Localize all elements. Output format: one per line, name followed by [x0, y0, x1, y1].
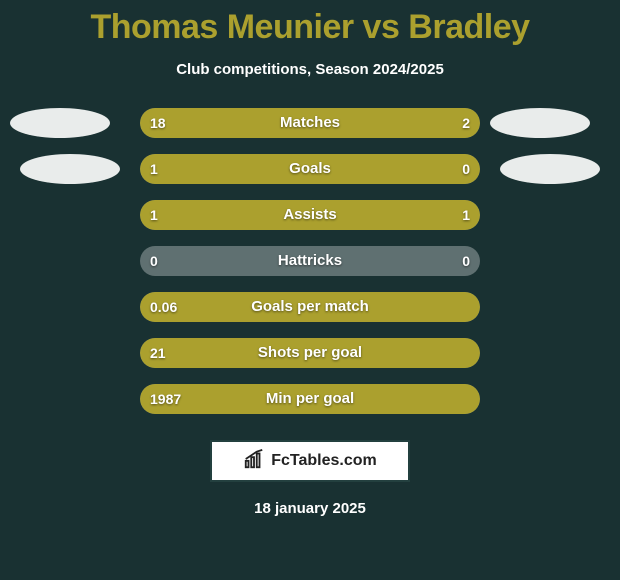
bar-right — [400, 108, 480, 138]
watermark: FcTables.com — [210, 440, 410, 482]
stat-row: Shots per goal21 — [0, 338, 620, 368]
bar-right — [310, 200, 480, 230]
bar-track — [140, 338, 480, 368]
bar-track — [140, 246, 480, 276]
bar-track — [140, 200, 480, 230]
bar-left — [140, 384, 480, 414]
stat-row: Goals10 — [0, 154, 620, 184]
bar-left — [140, 108, 400, 138]
bar-track — [140, 108, 480, 138]
page-title: Thomas Meunier vs Bradley — [0, 0, 620, 47]
chart-icon — [243, 448, 265, 475]
bar-left — [140, 154, 480, 184]
stat-row: Matches182 — [0, 108, 620, 138]
bar-left — [140, 200, 310, 230]
stat-row: Min per goal1987 — [0, 384, 620, 414]
date-label: 18 january 2025 — [0, 500, 620, 517]
bar-left — [140, 338, 480, 368]
stat-row: Goals per match0.06 — [0, 292, 620, 322]
bar-track — [140, 384, 480, 414]
comparison-chart: Matches182 Goals10 Assists11 Hattricks00 Goa… — [0, 108, 620, 428]
stat-row: Hattricks00 — [0, 246, 620, 276]
stat-row: Assists11 — [0, 200, 620, 230]
bar-track — [140, 292, 480, 322]
subtitle: Club competitions, Season 2024/2025 — [0, 61, 620, 78]
bar-track — [140, 154, 480, 184]
watermark-text: FcTables.com — [271, 452, 377, 470]
bar-left — [140, 292, 480, 322]
